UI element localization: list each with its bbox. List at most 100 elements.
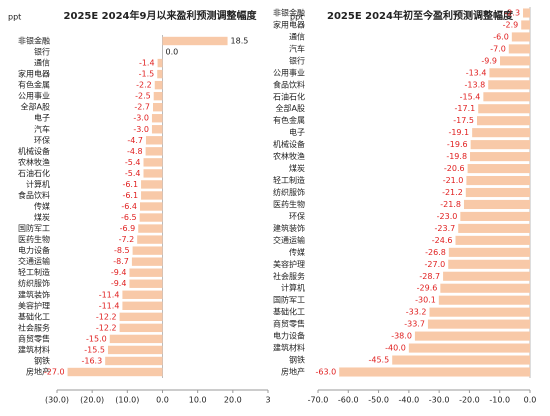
category-label: 煤炭 [34, 212, 50, 222]
x-tick-label: 3 [265, 396, 270, 405]
category-label: 传媒 [34, 201, 50, 211]
value-label: -26.8 [425, 248, 446, 257]
category-label: 建筑材料 [273, 343, 305, 353]
category-label: 电子 [289, 127, 305, 137]
value-label: -7.2 [119, 235, 135, 244]
value-label: 18.5 [231, 37, 249, 46]
category-label: 社会服务 [273, 271, 305, 281]
bar [122, 290, 163, 299]
category-label: 汽车 [34, 124, 50, 134]
bar [500, 56, 530, 66]
category-label: 环保 [34, 135, 50, 145]
bar [105, 356, 163, 366]
x-tick-label: 0.0 [524, 396, 537, 405]
category-label: 医药生物 [273, 199, 305, 209]
category-label: 家用电器 [18, 69, 50, 79]
value-label: -15.5 [84, 345, 105, 354]
bar [466, 175, 530, 186]
category-label: 基础化工 [18, 311, 50, 321]
bar [143, 158, 163, 167]
value-label: -23.7 [435, 224, 456, 233]
value-label: -30.1 [415, 296, 436, 305]
bar [129, 268, 163, 277]
category-label: 纺织服饰 [18, 278, 50, 288]
bar [107, 345, 163, 355]
value-label: -6.1 [122, 191, 138, 200]
value-label: -6.4 [121, 202, 137, 211]
category-label: 房地产 [281, 367, 305, 377]
bar [141, 180, 163, 189]
bar [448, 259, 530, 269]
bar [139, 213, 163, 222]
category-label: 房地产 [26, 367, 50, 377]
category-label: 食品饮料 [273, 79, 305, 89]
value-label: -17.5 [453, 116, 474, 125]
x-tick-label: -20.0 [459, 396, 480, 405]
x-tick-label: -60.0 [338, 396, 359, 405]
bar [157, 69, 163, 79]
bar [488, 80, 530, 90]
value-label: -1.4 [139, 59, 155, 68]
bar [162, 36, 228, 46]
value-label: -4.7 [127, 136, 143, 145]
category-label: 美容护理 [273, 259, 305, 269]
category-label: 建筑装饰 [273, 223, 305, 233]
category-label: 有色金属 [18, 80, 50, 90]
category-label: 石油石化 [18, 168, 50, 178]
category-label: 美容护理 [18, 300, 50, 310]
x-tick-label: 20.0 [224, 396, 242, 405]
category-label: 建筑装饰 [18, 289, 50, 299]
bar [483, 92, 530, 102]
value-label: -7.0 [490, 44, 506, 53]
category-label: 建筑材料 [18, 344, 50, 354]
bar [154, 80, 163, 90]
category-label: 电子 [34, 113, 50, 123]
bar [448, 247, 530, 257]
bar [143, 169, 163, 178]
category-label: 环保 [289, 211, 305, 221]
value-label: -5.4 [125, 169, 141, 178]
value-label: -2.2 [136, 81, 152, 90]
category-label: 轻工制造 [18, 267, 50, 277]
bar [129, 279, 163, 288]
category-label: 公用事业 [18, 91, 50, 101]
value-label: -9.4 [111, 268, 127, 277]
value-label: -21.8 [440, 200, 461, 209]
value-label: -17.1 [455, 104, 476, 113]
category-label: 全部A股 [276, 103, 305, 113]
x-tick-label: (30.0) [45, 396, 69, 405]
category-label: 农林牧渔 [18, 157, 50, 167]
bar [523, 8, 530, 18]
bar [122, 301, 163, 310]
category-label: 交通运输 [273, 235, 305, 245]
value-label: -11.4 [99, 301, 120, 310]
bar [138, 224, 163, 233]
x-tick-label: (10.0) [115, 396, 139, 405]
bar [119, 323, 163, 333]
x-tick-label: 0.0 [156, 396, 169, 405]
unit-label: ppt [290, 13, 303, 22]
bar [109, 334, 163, 344]
x-tick-label: -70.0 [308, 396, 329, 405]
value-label: -8.7 [113, 257, 129, 266]
category-label: 基础化工 [273, 307, 305, 317]
value-label: -29.6 [417, 284, 438, 293]
bar [478, 104, 530, 114]
category-label: 银行 [34, 47, 50, 57]
bar [470, 140, 530, 150]
bar [458, 223, 530, 233]
category-label: 医药生物 [18, 234, 50, 244]
value-label: -19.8 [446, 152, 467, 161]
bar [472, 128, 530, 138]
value-label: -2.9 [503, 20, 519, 29]
bar [463, 199, 530, 210]
bar [427, 319, 530, 329]
bar [137, 235, 163, 244]
bar [145, 136, 163, 145]
bar [141, 191, 163, 200]
value-label: -15.0 [86, 334, 107, 343]
value-label: -9.9 [481, 56, 497, 65]
category-label: 计算机 [26, 179, 50, 189]
bar [429, 307, 530, 317]
